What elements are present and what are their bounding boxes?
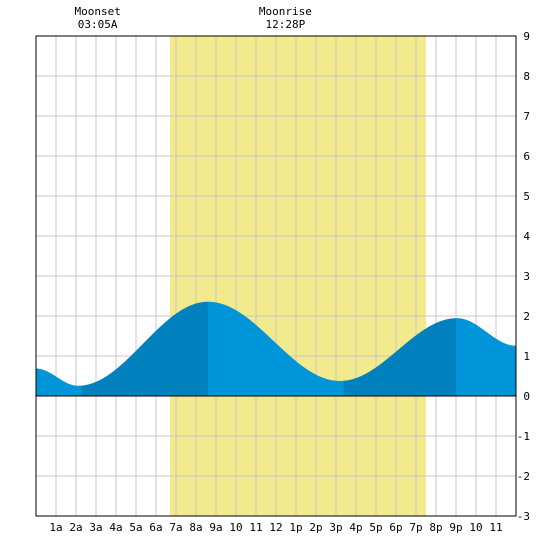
y-tick-label: -3 (517, 510, 530, 523)
x-tick-label: 9p (449, 521, 462, 534)
x-tick-label: 6a (149, 521, 162, 534)
x-tick-label: 3p (329, 521, 342, 534)
y-tick-label: 2 (523, 310, 530, 323)
x-tick-label: 8a (189, 521, 202, 534)
y-tick-labels: -3 -2 -1 0 1 2 3 4 5 6 7 8 9 (517, 30, 531, 523)
plot-frame (35, 35, 517, 517)
tide-area-segment (343, 318, 457, 397)
x-tick-label: 6p (389, 521, 402, 534)
y-tick-label: 7 (523, 110, 530, 123)
y-tick-label: 8 (523, 70, 530, 83)
x-tick-label: 9a (209, 521, 222, 534)
y-tick-label: 0 (523, 390, 530, 403)
y-tick-label: 4 (523, 230, 530, 243)
y-tick-label: 1 (523, 350, 530, 363)
x-tick-label: 11 (489, 521, 502, 534)
x-tick-label: 1p (289, 521, 302, 534)
tide-area-segment (207, 301, 345, 397)
y-tick-label: 6 (523, 150, 530, 163)
x-tick-label: 12 (269, 521, 282, 534)
x-tick-label: 7a (169, 521, 182, 534)
y-tick-label: 9 (523, 30, 530, 43)
x-tick-label: 10 (469, 521, 482, 534)
x-tick-label: 7p (409, 521, 422, 534)
x-tick-label: 10 (229, 521, 242, 534)
moon-event-time: 03:05A (78, 18, 118, 31)
y-tick-label: 5 (523, 190, 530, 203)
tide-area-layer (35, 301, 517, 397)
x-tick-labels: 1a 2a 3a 4a 5a 6a 7a 8a 9a 10 11 12 1p 2p 3p 4p 5p 6p 7p 8p… (49, 521, 502, 534)
x-tick-label: 5a (129, 521, 142, 534)
moon-event-label: Moonset (74, 5, 120, 18)
moon-event-time: 12:28P (265, 18, 305, 31)
moon-event-label: Moonrise (259, 5, 312, 18)
y-tick-label: -2 (517, 470, 530, 483)
tide-area-segment (35, 368, 83, 397)
x-tick-label: 2p (309, 521, 322, 534)
y-tick-label: 3 (523, 270, 530, 283)
x-tick-label: 5p (369, 521, 382, 534)
grid-layer (36, 36, 516, 516)
x-tick-label: 4p (349, 521, 362, 534)
x-tick-label: 8p (429, 521, 442, 534)
x-tick-label: 4a (109, 521, 122, 534)
plot-border (35, 35, 517, 517)
x-tick-label: 2a (69, 521, 82, 534)
x-tick-label: 3a (89, 521, 102, 534)
x-tick-label: 1a (49, 521, 62, 534)
x-tick-label: 11 (249, 521, 262, 534)
tide-area-segment (81, 301, 209, 397)
y-tick-label: -1 (517, 430, 530, 443)
tide-area-segment (455, 318, 517, 397)
